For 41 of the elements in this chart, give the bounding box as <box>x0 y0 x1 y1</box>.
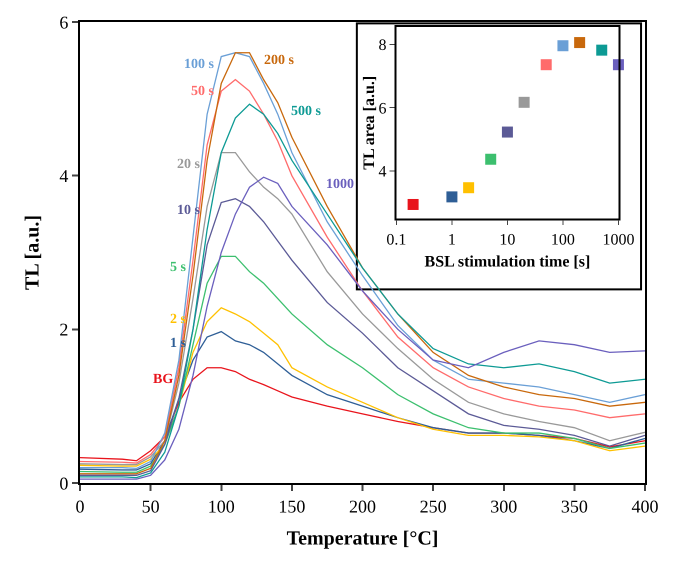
y-tick-label: 8 <box>378 37 386 54</box>
y-tick-label: 0 <box>59 473 68 494</box>
series-label: 5 s <box>170 260 186 275</box>
series-label: 200 s <box>264 53 294 68</box>
line-series <box>80 307 645 467</box>
line-series <box>80 330 645 471</box>
x-tick-label: 0 <box>76 496 84 517</box>
x-tick-label: 150 <box>278 496 306 517</box>
series-label: 500 s <box>291 104 322 119</box>
point <box>446 191 458 202</box>
x-tick-label: 300 <box>490 496 518 517</box>
y-tick-label: 4 <box>378 164 386 181</box>
point <box>557 40 568 52</box>
x-tick-label: 100 <box>550 231 575 248</box>
series-label: 20 s <box>177 157 200 172</box>
y-tick-label: 2 <box>59 320 68 340</box>
y-axis-title: TL [a.u.] <box>21 214 44 290</box>
series-label: 100 s <box>184 57 214 72</box>
x-tick-label: 1000 <box>602 231 634 248</box>
x-axis-title: BSL stimulation time [s] <box>424 254 590 271</box>
x-tick-label: 1 <box>448 231 456 248</box>
x-tick-label: 100 <box>208 496 235 517</box>
x-tick-label: 400 <box>632 496 658 517</box>
x-tick-label: 250 <box>420 496 447 517</box>
series-label: BG <box>153 372 174 387</box>
y-tick-label: 4 <box>59 166 68 186</box>
point <box>518 96 530 108</box>
y-tick-label: 6 <box>59 12 68 32</box>
x-tick-label: 350 <box>560 496 588 517</box>
x-tick-label: 0.1 <box>386 231 406 248</box>
y-axis-title: TL area [a.u.] <box>360 76 378 170</box>
x-axis-title: Temperature [°C] <box>286 528 438 550</box>
y-tick-label: 6 <box>378 100 386 118</box>
text: 1000 <box>326 177 354 192</box>
point <box>502 126 513 138</box>
x-tick-label: 50 <box>142 496 160 517</box>
x-tick-label: 10 <box>499 231 516 248</box>
line-series <box>80 256 645 473</box>
point <box>463 182 474 194</box>
x-tick-label: 200 <box>349 496 376 517</box>
point <box>574 37 586 48</box>
